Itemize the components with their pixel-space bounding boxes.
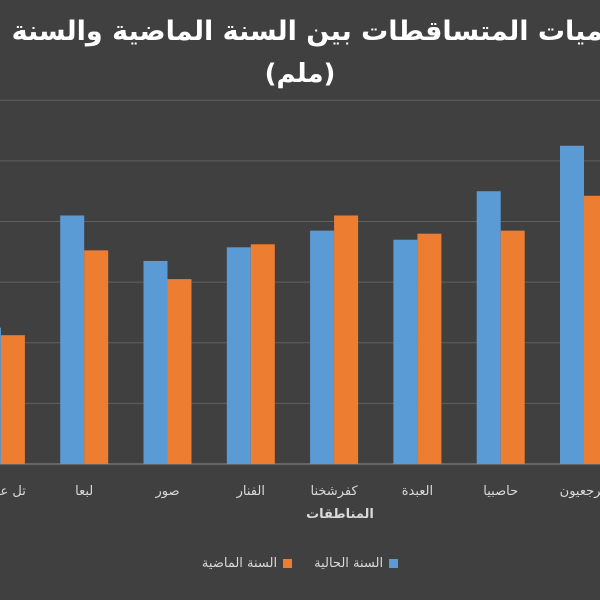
bar-current-1 [476, 191, 501, 464]
bar-previous-0 [584, 195, 600, 464]
bar-previous-4 [250, 244, 275, 464]
x-tick-labels: مرجعيون حاصبيا العبدة كفرشخنا الفنار صور لبعا ت… [0, 484, 600, 499]
x-tick-label: العبدة [402, 484, 433, 499]
bar-previous-2 [417, 233, 442, 464]
chart-title: كميات المتساقطات بين السنة الماضية والسن… [0, 16, 600, 47]
x-tick-label: تل عمارة [0, 484, 26, 499]
bar-current-5 [143, 260, 168, 464]
bar-previous-3 [334, 215, 359, 464]
x-tick-label: لبعا [75, 484, 93, 499]
bar-current-2 [393, 239, 418, 464]
x-tick-label: صور [154, 484, 179, 499]
legend-label: السنة الحالية [314, 556, 384, 571]
bar-previous-7 [0, 335, 25, 464]
bar-current-6 [60, 215, 85, 464]
legend-item-current: السنة الحالية [314, 556, 399, 571]
legend-swatch [389, 559, 399, 568]
bar-previous-5 [167, 279, 192, 464]
x-tick-label: كفرشخنا [311, 484, 359, 499]
x-tick-label: مرجعيون [560, 484, 600, 499]
x-axis-title: المناطقات [306, 507, 374, 522]
bar-current-3 [310, 230, 335, 464]
chart-title-line2: (ملم) [264, 59, 336, 89]
bar-current-4 [226, 247, 251, 464]
bar-previous-6 [84, 250, 109, 464]
bar-previous-1 [500, 230, 525, 464]
legend-swatch [283, 559, 293, 568]
bar-current-7 [0, 327, 1, 464]
bar-current-0 [560, 145, 584, 464]
bars [0, 145, 600, 464]
legend: السنة الحالية السنة الماضية [0, 556, 600, 571]
x-tick-label: حاصبيا [483, 484, 518, 499]
legend-label: السنة الماضية [201, 556, 278, 571]
legend-item-previous: السنة الماضية [201, 556, 293, 571]
x-tick-label: الفنار [236, 484, 265, 499]
